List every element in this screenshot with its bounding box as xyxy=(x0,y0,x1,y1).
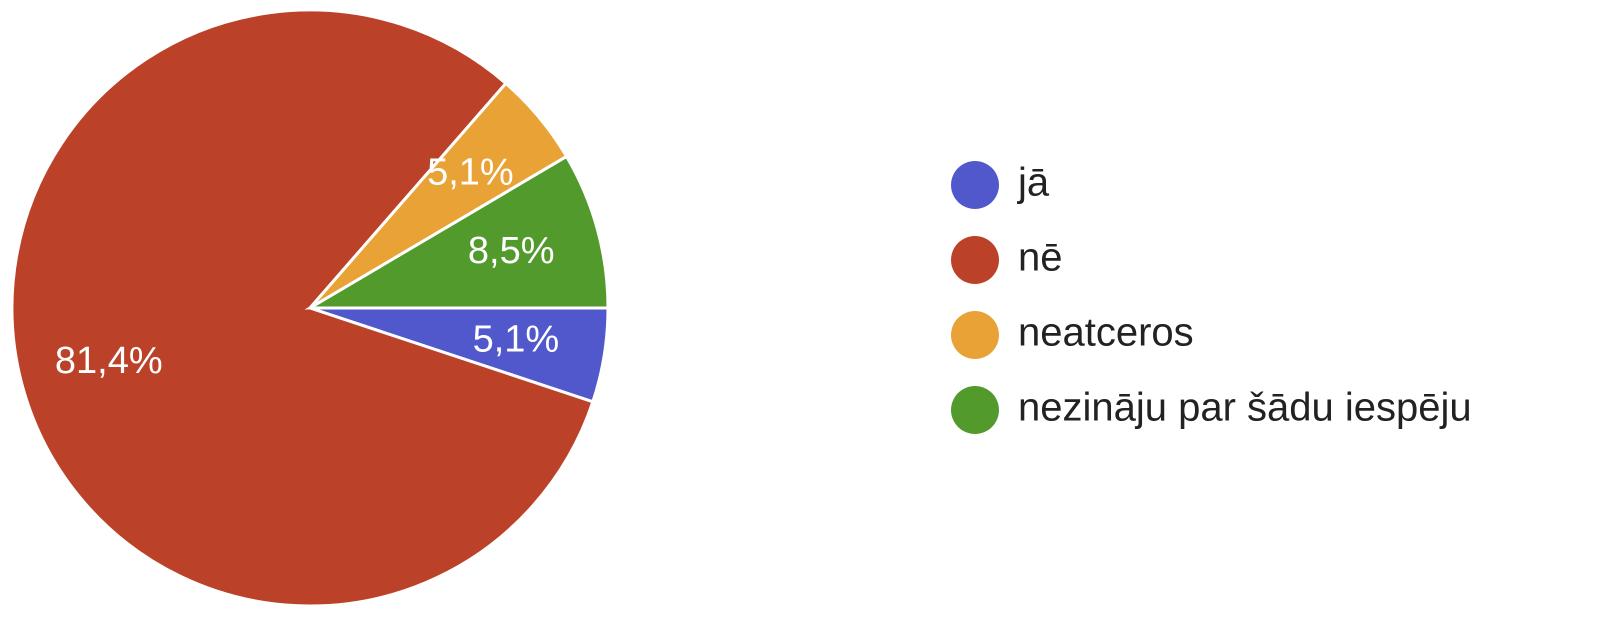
pie-slice xyxy=(304,154,610,310)
legend-label: nē xyxy=(1018,236,1063,280)
value-label: 81,4% xyxy=(55,340,163,382)
legend-swatch xyxy=(951,236,999,284)
legend-swatch xyxy=(951,386,999,434)
legend-label: jā xyxy=(1017,161,1050,205)
legend-swatch xyxy=(951,311,999,359)
value-label: 8,5% xyxy=(468,230,555,272)
value-label: 5,1% xyxy=(473,318,560,360)
legend-label: nezināju par šādu iespēju xyxy=(1018,386,1472,430)
legend-swatch xyxy=(951,161,999,209)
legend-label: neatceros xyxy=(1018,311,1194,355)
pie-slice xyxy=(10,8,595,608)
value-label: 5,1% xyxy=(427,152,514,194)
